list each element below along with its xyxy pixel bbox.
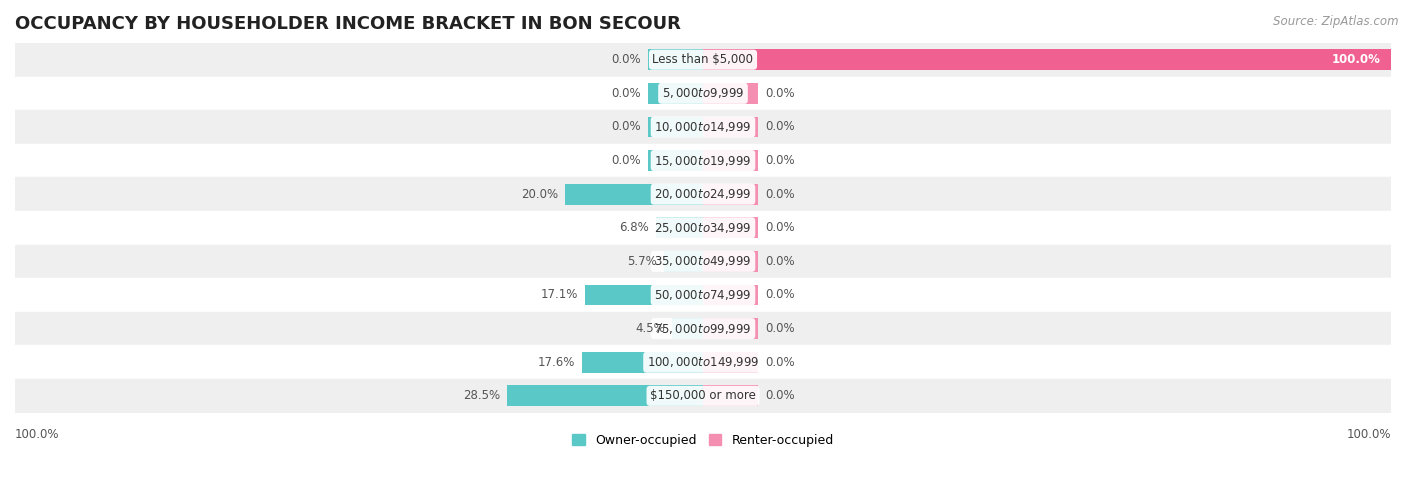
Text: 0.0%: 0.0%	[765, 187, 794, 201]
Bar	[648, 116, 703, 137]
Text: 0.0%: 0.0%	[612, 120, 641, 133]
Bar	[664, 251, 703, 272]
Bar	[15, 345, 1391, 379]
Bar	[648, 49, 703, 70]
Text: OCCUPANCY BY HOUSEHOLDER INCOME BRACKET IN BON SECOUR: OCCUPANCY BY HOUSEHOLDER INCOME BRACKET …	[15, 15, 681, 33]
Bar	[703, 318, 758, 339]
Text: 28.5%: 28.5%	[463, 389, 501, 402]
Text: 0.0%: 0.0%	[765, 120, 794, 133]
Text: $20,000 to $24,999: $20,000 to $24,999	[654, 187, 752, 201]
Bar	[508, 385, 703, 406]
Legend: Owner-occupied, Renter-occupied: Owner-occupied, Renter-occupied	[572, 434, 834, 447]
Text: $100,000 to $149,999: $100,000 to $149,999	[647, 355, 759, 369]
Text: Less than $5,000: Less than $5,000	[652, 53, 754, 66]
Bar	[703, 284, 758, 305]
Text: 0.0%: 0.0%	[765, 322, 794, 335]
Text: $75,000 to $99,999: $75,000 to $99,999	[654, 321, 752, 336]
Bar	[15, 110, 1391, 144]
Text: 0.0%: 0.0%	[612, 87, 641, 100]
Bar	[15, 278, 1391, 312]
Bar	[703, 49, 1391, 70]
Bar	[703, 83, 758, 104]
Bar	[648, 83, 703, 104]
Text: 0.0%: 0.0%	[612, 53, 641, 66]
Bar	[15, 379, 1391, 412]
Bar	[15, 211, 1391, 244]
Bar	[703, 251, 758, 272]
Bar	[703, 184, 758, 205]
Text: 4.5%: 4.5%	[636, 322, 665, 335]
Bar	[15, 312, 1391, 345]
Bar	[15, 76, 1391, 110]
Bar	[15, 43, 1391, 76]
Text: 0.0%: 0.0%	[765, 356, 794, 369]
Text: 0.0%: 0.0%	[765, 255, 794, 268]
Text: 0.0%: 0.0%	[765, 221, 794, 234]
Text: 0.0%: 0.0%	[765, 154, 794, 167]
Bar	[703, 116, 758, 137]
Text: $5,000 to $9,999: $5,000 to $9,999	[662, 86, 744, 100]
Text: 100.0%: 100.0%	[1331, 53, 1381, 66]
Text: 5.7%: 5.7%	[627, 255, 657, 268]
Bar	[703, 352, 758, 373]
Bar	[15, 244, 1391, 278]
Text: $15,000 to $19,999: $15,000 to $19,999	[654, 153, 752, 168]
Text: 17.6%: 17.6%	[537, 356, 575, 369]
Text: 0.0%: 0.0%	[765, 87, 794, 100]
Bar	[15, 144, 1391, 177]
Bar	[703, 217, 758, 238]
Text: 6.8%: 6.8%	[620, 221, 650, 234]
Bar	[565, 184, 703, 205]
Text: 17.1%: 17.1%	[541, 288, 578, 301]
Bar	[582, 352, 703, 373]
Text: $35,000 to $49,999: $35,000 to $49,999	[654, 254, 752, 268]
Text: 100.0%: 100.0%	[15, 428, 59, 441]
Text: $150,000 or more: $150,000 or more	[650, 389, 756, 402]
Text: Source: ZipAtlas.com: Source: ZipAtlas.com	[1274, 15, 1399, 28]
Text: $10,000 to $14,999: $10,000 to $14,999	[654, 120, 752, 134]
Text: $25,000 to $34,999: $25,000 to $34,999	[654, 221, 752, 235]
Text: 100.0%: 100.0%	[1347, 428, 1391, 441]
Bar	[15, 177, 1391, 211]
Bar	[703, 150, 758, 171]
Text: 0.0%: 0.0%	[765, 288, 794, 301]
Text: 0.0%: 0.0%	[765, 389, 794, 402]
Bar	[648, 150, 703, 171]
Text: 20.0%: 20.0%	[522, 187, 558, 201]
Text: 0.0%: 0.0%	[612, 154, 641, 167]
Bar	[585, 284, 703, 305]
Bar	[672, 318, 703, 339]
Bar	[703, 385, 758, 406]
Bar	[657, 217, 703, 238]
Text: $50,000 to $74,999: $50,000 to $74,999	[654, 288, 752, 302]
